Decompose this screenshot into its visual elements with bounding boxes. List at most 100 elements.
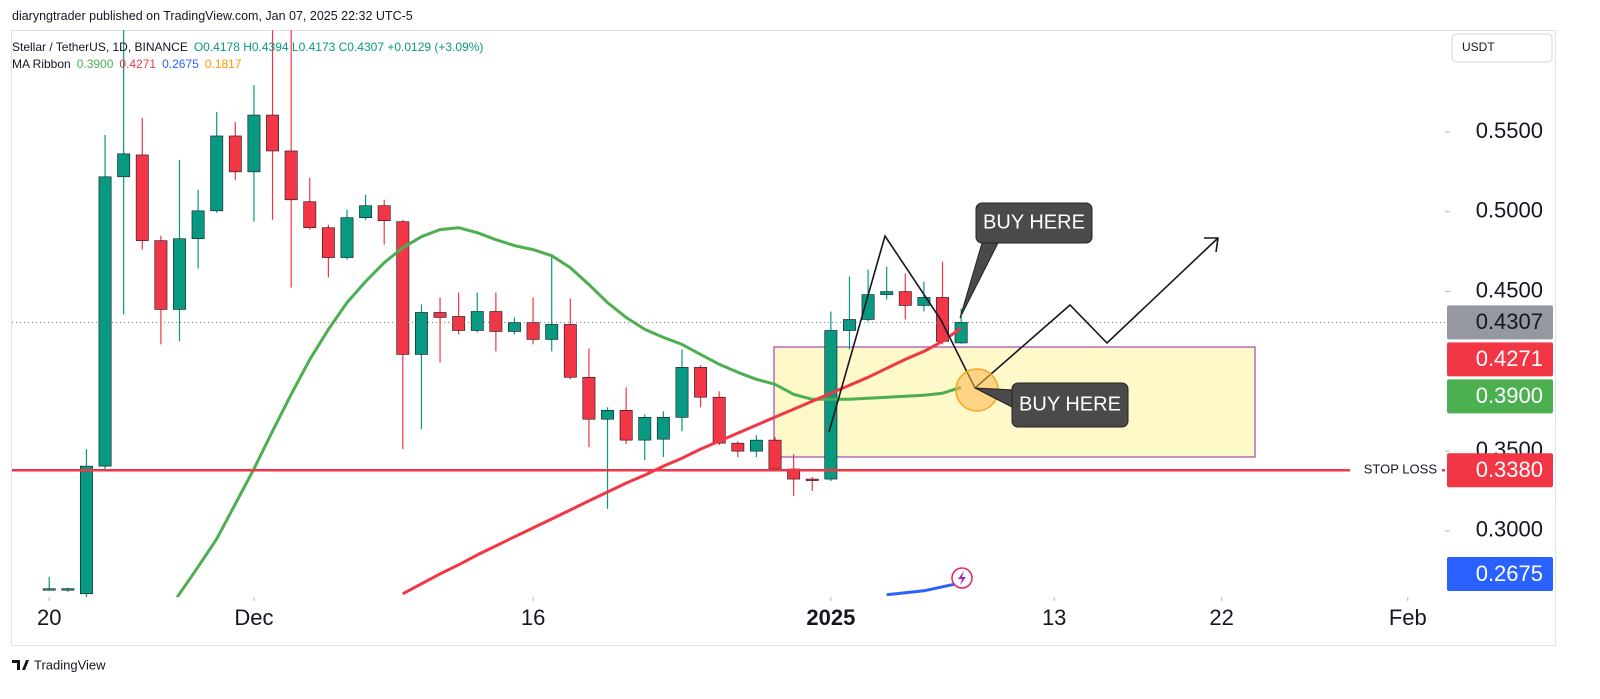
price-badge — [1447, 305, 1553, 340]
candle-body — [303, 201, 317, 229]
candle-body — [117, 153, 131, 178]
candle-body — [191, 210, 205, 240]
candle-body — [154, 240, 168, 310]
chart-frame — [11, 30, 1556, 646]
candle-body — [228, 135, 242, 173]
candle-body — [173, 238, 186, 310]
ma-line — [886, 581, 962, 597]
candle-body — [61, 588, 75, 591]
callout-box — [1011, 382, 1129, 428]
candle-body — [675, 367, 689, 418]
x-tick-label: 2025 — [806, 605, 855, 630]
candle-body — [80, 465, 93, 595]
callout-tail — [959, 242, 999, 319]
candle-body — [805, 478, 819, 481]
candle-body — [563, 324, 577, 378]
legend-value: 0.4271 — [119, 57, 157, 71]
candle-body — [433, 312, 447, 318]
candle-body — [414, 312, 428, 355]
y-tick-label: 0.5500 — [1476, 118, 1543, 143]
x-tick-label: 22 — [1209, 605, 1233, 630]
candle-body — [768, 439, 782, 470]
candle-body — [638, 417, 652, 441]
currency-box — [1451, 33, 1553, 63]
candle-body — [321, 227, 335, 258]
candle-body — [396, 221, 410, 355]
price-badge — [1447, 379, 1553, 414]
logo: TradingView — [12, 657, 106, 672]
candle-body — [880, 291, 894, 295]
candle-body — [545, 324, 559, 340]
candle-body — [508, 322, 521, 332]
candle-body — [656, 417, 670, 440]
indicator-name: MA Ribbon — [12, 57, 71, 71]
ma-line — [402, 326, 962, 596]
price-badge-label: 0.2675 — [1476, 561, 1543, 586]
candle-body — [749, 439, 763, 452]
legend-value: 0.1817 — [204, 57, 242, 71]
candle-body — [284, 150, 298, 201]
legend-value: 0.2675 — [162, 57, 199, 71]
price-badge — [1447, 453, 1553, 488]
price-badge-label: 0.3380 — [1476, 457, 1543, 482]
candle-body — [359, 205, 373, 218]
candle-body — [247, 114, 261, 173]
y-tick-label: 0.3000 — [1476, 517, 1543, 542]
candle-body — [936, 297, 949, 342]
branding: TradingView — [34, 657, 106, 672]
price-badge — [1447, 342, 1553, 377]
callout-text: BUY HERE — [983, 211, 1085, 233]
candle-body — [787, 468, 801, 480]
candle-body — [861, 294, 875, 320]
candle-body — [712, 396, 726, 444]
plot — [42, 30, 968, 597]
symbol-line: Stellar / TetherUS, 1D, BINANCE O0.4178 H… — [12, 40, 489, 54]
indicator-legend: MA Ribbon 0.3900 0.4271 0.2675 0.1817 — [12, 57, 248, 71]
event-icon-bolt — [958, 571, 966, 585]
candle-body — [601, 409, 614, 420]
price-badge-label: 0.4307 — [1476, 309, 1543, 334]
candle-body — [619, 409, 633, 441]
candle-body — [470, 311, 484, 331]
price-badge-label: 0.3900 — [1476, 383, 1543, 408]
header: diaryngtrader published on TradingView.c… — [12, 9, 413, 23]
candle-body — [42, 588, 56, 591]
overlay: BUY HERE BUY HERE USDT — [828, 33, 1553, 589]
legend-value: 0.3900 — [76, 57, 114, 71]
candle-body — [526, 322, 540, 340]
candle-body — [582, 376, 596, 420]
logo-mark — [12, 660, 29, 670]
currency: USDT — [1462, 40, 1495, 54]
price-badge — [1447, 557, 1553, 591]
candle-body — [98, 176, 112, 467]
y-tick-label: 0.5000 — [1476, 198, 1543, 223]
candle-body — [340, 217, 354, 258]
candle-body — [824, 330, 838, 480]
candle-body — [731, 442, 745, 452]
stop-loss-bg — [1350, 460, 1442, 481]
x-tick-label: Dec — [234, 605, 273, 630]
x-tick-label: 13 — [1042, 605, 1066, 630]
candle-body — [843, 319, 856, 331]
callout-text: BUY HERE — [1019, 393, 1121, 415]
x-tick-label: 16 — [521, 605, 545, 630]
candle-body — [452, 316, 466, 331]
candle-body — [917, 297, 931, 306]
arrow-head — [1204, 237, 1219, 253]
x-tick-label: 20 — [37, 605, 61, 630]
callout-box — [975, 202, 1093, 244]
candle-body — [377, 205, 391, 222]
candle-body — [266, 114, 279, 152]
stop-loss-text: STOP LOSS — [1364, 462, 1438, 477]
x-tick-label: Feb — [1389, 605, 1427, 630]
ma-line — [175, 226, 962, 597]
candle-body — [135, 154, 149, 241]
candle-body — [489, 311, 503, 332]
candle-body — [898, 291, 912, 306]
candle-body — [694, 367, 708, 398]
ohlc: O0.4178 H0.4394 L0.4173 C0.4307 +0.0129 … — [193, 40, 484, 54]
symbol: Stellar / TetherUS, 1D, BINANCE — [12, 40, 188, 54]
price-badge-label: 0.4271 — [1476, 346, 1543, 371]
